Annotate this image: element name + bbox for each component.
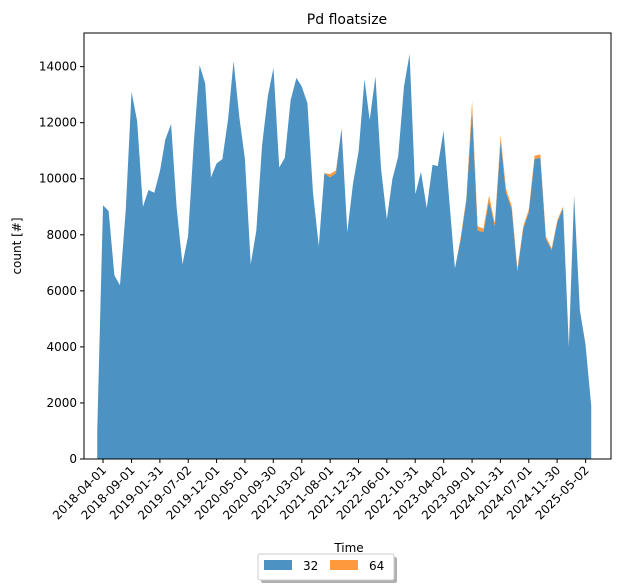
y-axis: 0 2000 4000 6000 8000 10000 12000 14000 — [39, 60, 84, 466]
y-tick-label: 4000 — [46, 340, 77, 354]
y-tick-label: 2000 — [46, 396, 77, 410]
y-tick-label: 0 — [69, 452, 77, 466]
legend: 32 64 — [257, 553, 397, 583]
plot-frame — [83, 32, 612, 460]
y-tick-label: 8000 — [46, 228, 77, 242]
y-tick-label: 14000 — [39, 60, 77, 74]
x-axis-label: Time — [333, 541, 363, 555]
x-axis: 2018-04-012018-09-012019-01-312019-07-02… — [50, 459, 592, 522]
y-tick-label: 10000 — [39, 172, 77, 186]
area-series-32 — [97, 54, 592, 460]
y-axis-label: count [#] — [10, 217, 24, 274]
legend-swatch-32 — [264, 560, 292, 570]
legend-swatch-64 — [330, 560, 358, 570]
y-tick-label: 6000 — [46, 284, 77, 298]
legend-label-32: 32 — [303, 559, 318, 573]
y-tick-label: 12000 — [39, 116, 77, 130]
legend-label-64: 64 — [369, 559, 384, 573]
chart-title: Pd floatsize — [307, 12, 387, 28]
area-series-group — [97, 54, 592, 460]
